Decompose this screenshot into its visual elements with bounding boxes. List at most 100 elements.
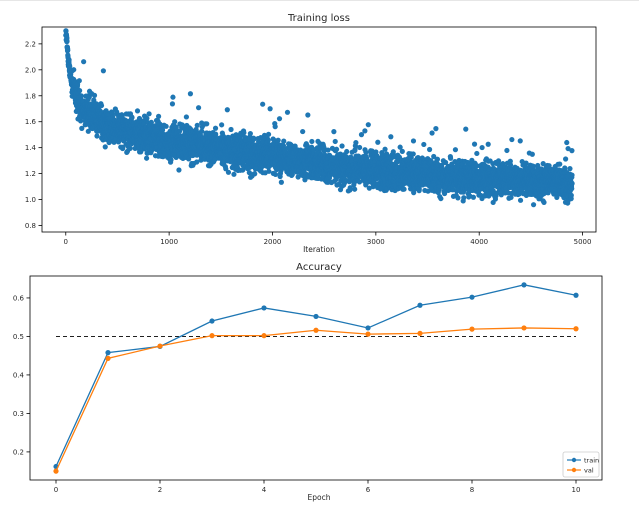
- loss-point: [219, 122, 225, 128]
- val-point: [469, 326, 475, 332]
- loss-point: [300, 128, 306, 135]
- train-line: [55, 284, 577, 467]
- training-loss-y-tick-label: 1.6: [25, 118, 37, 126]
- loss-point: [339, 143, 345, 149]
- val-point: [521, 325, 527, 331]
- loss-point: [66, 57, 72, 63]
- loss-point: [441, 190, 448, 197]
- training-loss-y-tick-label: 1.4: [25, 144, 37, 152]
- accuracy-y-tick-label: 0.6: [13, 294, 25, 302]
- loss-point: [431, 153, 437, 160]
- loss-point: [85, 128, 91, 134]
- loss-point: [144, 115, 150, 121]
- accuracy-marks: [53, 282, 579, 474]
- loss-point: [247, 130, 253, 137]
- loss-point: [176, 167, 182, 173]
- loss-point: [504, 147, 510, 154]
- loss-point: [212, 125, 219, 131]
- loss-point: [265, 131, 272, 137]
- accuracy-plot: Accuracy 0 2 4 6 8 10 0.20.30.40.50.6 Epoch t…: [13, 262, 603, 502]
- loss-point: [81, 59, 87, 65]
- loss-point: [163, 123, 169, 129]
- accuracy-x-tick-label: 6: [366, 486, 371, 494]
- val-point: [417, 330, 423, 336]
- loss-point: [507, 162, 514, 168]
- loss-point: [129, 114, 135, 121]
- accuracy-x-tick-label: 8: [470, 486, 474, 494]
- accuracy-y-ticks: 0.20.30.40.50.6: [13, 294, 30, 456]
- loss-point: [416, 186, 422, 192]
- training-loss-x-tick-label: 1000: [160, 238, 178, 246]
- loss-point: [67, 63, 73, 69]
- training-loss-y-tick-label: 2.0: [25, 66, 36, 74]
- training-loss-y-tick-label: 2.2: [25, 40, 36, 48]
- loss-point: [530, 163, 536, 169]
- loss-point: [228, 126, 234, 133]
- val-point: [209, 333, 215, 339]
- loss-point: [100, 68, 106, 74]
- legend-val-marker: [571, 467, 577, 473]
- loss-point: [495, 158, 502, 164]
- loss-point: [508, 194, 514, 201]
- loss-point: [410, 138, 417, 144]
- loss-point: [436, 187, 442, 193]
- loss-point: [356, 179, 363, 185]
- loss-point: [358, 132, 365, 138]
- loss-point: [373, 149, 379, 155]
- loss-point: [485, 141, 491, 147]
- loss-point: [471, 141, 478, 147]
- loss-point: [332, 138, 338, 145]
- loss-point: [251, 136, 257, 142]
- loss-point: [252, 171, 258, 177]
- loss-point: [331, 129, 337, 135]
- loss-point: [266, 168, 272, 174]
- loss-point: [421, 141, 427, 148]
- loss-point: [284, 109, 291, 115]
- accuracy-x-axis-label: Epoch: [308, 493, 331, 502]
- loss-point: [569, 172, 575, 178]
- train-point: [261, 305, 267, 311]
- loss-point: [369, 148, 375, 154]
- loss-point: [375, 139, 381, 145]
- loss-point: [433, 126, 439, 132]
- loss-point: [569, 148, 575, 154]
- loss-point: [159, 127, 166, 133]
- loss-point: [98, 102, 105, 109]
- loss-point: [281, 138, 287, 144]
- loss-point: [569, 180, 575, 187]
- loss-point: [347, 185, 353, 191]
- val-point: [261, 333, 267, 339]
- loss-point: [231, 171, 237, 177]
- accuracy-x-tick-label: 0: [54, 486, 58, 494]
- accuracy-y-tick-label: 0.3: [13, 410, 24, 418]
- accuracy-title: Accuracy: [296, 262, 342, 273]
- loss-point: [94, 133, 100, 139]
- training-loss-x-tick-label: 2000: [264, 238, 282, 246]
- loss-point: [155, 113, 162, 119]
- loss-point: [439, 163, 445, 169]
- train-point: [521, 282, 527, 288]
- accuracy-y-tick-label: 0.2: [13, 448, 24, 456]
- loss-point: [309, 138, 315, 145]
- loss-point: [564, 139, 570, 146]
- loss-point: [447, 155, 454, 161]
- loss-point: [352, 147, 358, 153]
- loss-point: [267, 106, 273, 112]
- loss-point: [428, 159, 434, 165]
- loss-point: [348, 154, 354, 160]
- loss-point: [357, 144, 363, 151]
- training-loss-points: [63, 28, 575, 208]
- accuracy-legend: train val: [562, 451, 600, 478]
- train-point: [105, 350, 111, 356]
- val-point: [105, 355, 111, 361]
- loss-point: [199, 128, 205, 134]
- loss-point: [434, 156, 441, 162]
- train-point: [365, 325, 371, 331]
- figure-top-border: [0, 0, 639, 3]
- loss-point: [258, 134, 264, 141]
- loss-point: [363, 149, 369, 155]
- training-loss-x-tick-label: 3000: [367, 238, 385, 246]
- training-loss-y-tick-label: 1.8: [25, 92, 36, 100]
- val-point: [157, 343, 163, 349]
